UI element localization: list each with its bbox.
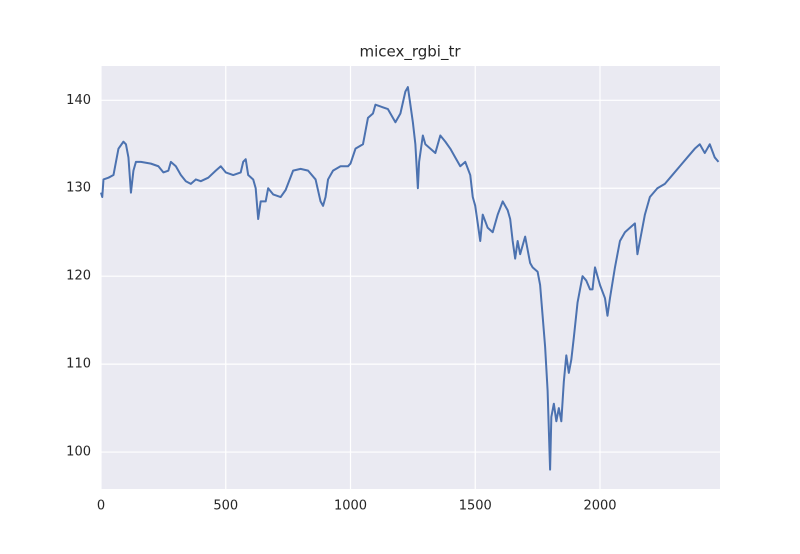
y-tick-label: 130	[66, 181, 91, 196]
plot-area	[101, 66, 720, 489]
x-tick-label: 500	[213, 499, 238, 514]
x-tick-label: 0	[97, 499, 105, 514]
data-line	[100, 86, 720, 471]
x-tick-label: 1000	[334, 499, 367, 514]
chart-title: micex_rgbi_tr	[359, 43, 461, 62]
x-tick-label: 2000	[583, 499, 616, 514]
y-tick-label: 110	[66, 357, 91, 372]
y-tick-label: 100	[66, 445, 91, 460]
y-tick-label: 120	[66, 269, 91, 284]
x-tick-label: 1500	[459, 499, 492, 514]
y-tick-label: 140	[66, 93, 91, 108]
